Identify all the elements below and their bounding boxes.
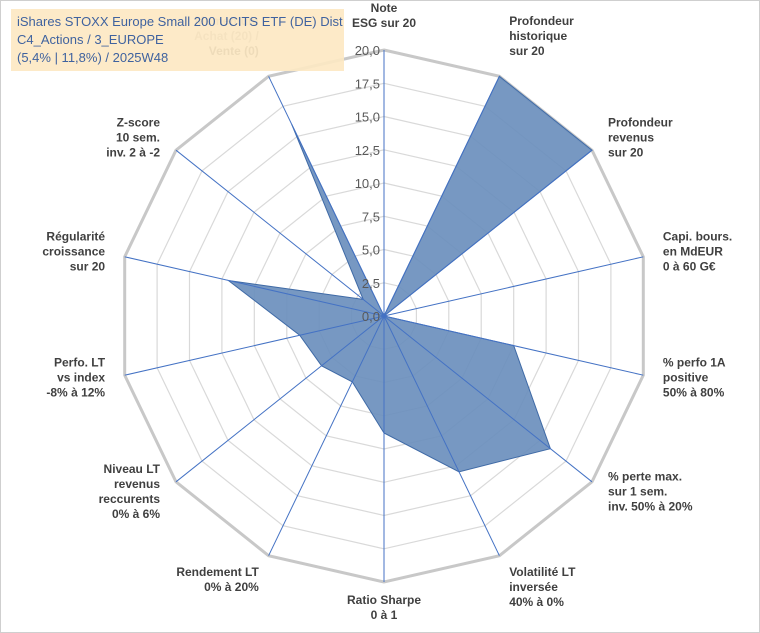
axis-spoke	[383, 315, 644, 376]
tick-label: 10,0	[355, 176, 380, 191]
axis-label: Rendement LT 0% à 20%	[176, 565, 259, 594]
axis-label: Régularité croissance sur 20	[42, 229, 105, 273]
axis-spoke	[175, 149, 385, 317]
tick-labels: 0,0 2,5 5,0 7,5 10,0 12,5 15,0 17,5 20,0	[355, 43, 380, 324]
tick-label: 7,5	[362, 209, 380, 224]
chart-title-line-1: iShares STOXX Europe Small 200 UCITS ETF…	[17, 14, 343, 29]
tick-label: 0,0	[362, 309, 380, 324]
axis-spoke	[383, 76, 500, 317]
axis-spoke	[124, 256, 385, 317]
axis-label: % perte max. sur 1 sem. inv. 50% à 20%	[608, 470, 693, 514]
axis-label: Profondeur revenus sur 20	[608, 115, 673, 159]
axis-spoke	[383, 315, 593, 483]
chart-title-box: iShares STOXX Europe Small 200 UCITS ETF…	[11, 9, 344, 71]
tick-label: 17,5	[355, 76, 380, 91]
axis-label: Note ESG sur 20	[352, 1, 416, 30]
tick-label: 15,0	[355, 110, 380, 125]
tick-label: 12,5	[355, 143, 380, 158]
axis-label: Perfo. LT vs index -8% à 12%	[46, 356, 105, 400]
axis-spoke	[124, 315, 385, 376]
spoke-layer	[124, 50, 644, 582]
axis-spoke	[175, 315, 385, 483]
axis-spoke	[383, 149, 593, 317]
chart-title-line-3: (5,4% | 11,8%) / 2025W48	[17, 50, 169, 65]
axis-spoke	[268, 315, 385, 556]
tick-label: 5,0	[362, 243, 380, 258]
tick-label: 20,0	[355, 43, 380, 58]
axis-label: % perfo 1A positive 50% à 80%	[663, 356, 726, 400]
axis-label: Niveau LT revenus reccurents 0% à 6%	[99, 462, 161, 521]
axis-spoke	[268, 76, 385, 317]
axis-spoke	[383, 256, 644, 317]
axis-label: Volatilité LT inversée 40% à 0%	[509, 565, 576, 609]
series-area	[226, 75, 593, 473]
chart-title-line-2: C4_Actions / 3_EUROPE	[17, 32, 164, 47]
axis-spoke	[383, 315, 500, 556]
axis-label: Ratio Sharpe 0 à 1	[347, 593, 421, 622]
tick-label: 2,5	[362, 276, 380, 291]
series-layer	[226, 75, 593, 473]
axis-label: Capi. bours. en MdEUR 0 à 60 G€	[663, 229, 732, 273]
axis-label: Z-score 10 sem. inv. 2 à -2	[106, 115, 160, 159]
axis-label: Profondeur historique sur 20	[509, 14, 574, 58]
